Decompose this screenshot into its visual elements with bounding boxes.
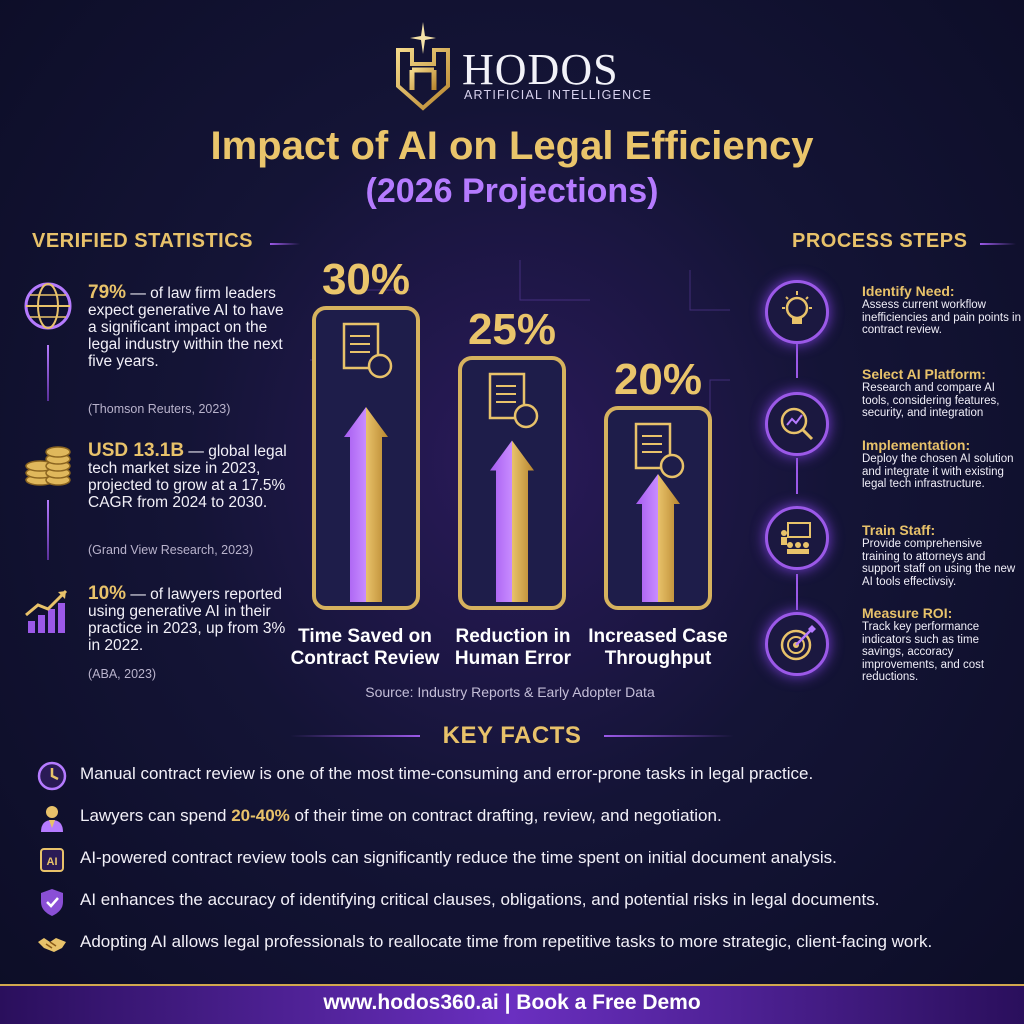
stat-description: — global legal tech market size in 2023,…	[88, 443, 287, 511]
category-line: Increased Case	[588, 626, 728, 647]
fact-text: AI enhances the accuracy of identifying …	[80, 890, 880, 909]
category-line: Throughput	[604, 648, 712, 669]
efficiency-bar-chart: 30% 25% 20%	[310, 255, 730, 610]
clock-icon	[37, 761, 67, 791]
stat-description: — of law firm leaders expect generative …	[88, 285, 284, 370]
stat-source: (ABA, 2023)	[88, 667, 157, 681]
stat-description: — of lawyers reported using generative A…	[88, 586, 286, 654]
bar-arrow	[344, 407, 388, 602]
stats-heading-rule	[270, 243, 300, 245]
process-step: Select AI Platform: Research and compare…	[862, 366, 1022, 420]
step-title: Identify Need:	[862, 283, 955, 299]
svg-text:AI: AI	[47, 856, 58, 868]
step-description: Assess current workflow inefficiencies a…	[862, 299, 1021, 336]
stat-value: 10%	[88, 583, 127, 604]
process-heading: PROCESS STEPS	[792, 230, 968, 252]
category-line: Contract Review	[290, 648, 440, 669]
document-clock-icon	[342, 322, 393, 379]
fact-text: AI-powered contract review tools can sig…	[80, 848, 837, 867]
stat-item: USD 13.1B — global legal tech market siz…	[88, 440, 288, 511]
fact-text: Adopting AI allows legal professionals t…	[80, 932, 933, 951]
category-line: Time Saved on	[298, 626, 432, 647]
shield-check-icon	[41, 889, 63, 916]
stat-source: (Grand View Research, 2023)	[88, 543, 254, 557]
magnifier-chart-icon	[780, 407, 814, 441]
coins-icon	[25, 446, 71, 486]
fact-text: Lawyers can spend	[80, 806, 232, 825]
presentation-icon	[781, 522, 811, 554]
process-step: Train Staff: Provide comprehensive train…	[862, 522, 1022, 588]
fact-item: AI enhances the accuracy of identifying …	[80, 890, 879, 910]
step-circle	[765, 392, 829, 456]
category-line: Reduction in	[455, 626, 571, 647]
target-icon	[780, 625, 816, 661]
step-circle	[765, 280, 829, 344]
globe-icon	[24, 282, 72, 330]
process-step: Implementation: Deploy the chosen AI sol…	[862, 437, 1022, 491]
brand-name: HODOS	[462, 45, 619, 94]
handshake-icon	[38, 938, 66, 952]
growth-chart-icon	[25, 589, 68, 633]
bar-value-label: 20%	[614, 355, 702, 404]
facts-heading: KEY FACTS	[442, 722, 582, 749]
fact-item: Lawyers can spend 20-40% of their time o…	[80, 806, 722, 826]
facts-heading-rule-right	[604, 735, 734, 737]
step-title: Implementation:	[862, 437, 971, 453]
fact-highlight: 20-40%	[231, 806, 290, 825]
stats-heading: VERIFIED STATISTICS	[32, 230, 253, 252]
hodos-logo-icon	[396, 22, 450, 111]
brand-subtitle: ARTIFICIAL INTELLIGENCE	[464, 88, 653, 102]
stat-value: 79%	[88, 282, 127, 303]
magnifier-document-icon	[488, 372, 539, 429]
step-circle	[765, 506, 829, 570]
process-heading-rule	[980, 243, 1016, 245]
step-title: Measure ROI:	[862, 605, 953, 621]
category-label: Increased Case Throughput	[583, 626, 733, 670]
step-description: Deploy the chosen AI solution and integr…	[862, 453, 1014, 490]
stat-item: 10% — of lawyers reported using generati…	[88, 583, 288, 654]
lightbulb-icon	[782, 291, 812, 324]
fact-text: of their time on contract drafting, revi…	[289, 806, 722, 825]
fact-item: Manual contract review is one of the mos…	[80, 764, 813, 784]
fact-item: AI-powered contract review tools can sig…	[80, 848, 837, 868]
stat-source: (Thomson Reuters, 2023)	[88, 402, 231, 416]
lawyer-icon	[41, 806, 63, 832]
step-connector	[796, 344, 798, 378]
bar-value-label: 30%	[322, 255, 410, 304]
bar-arrow	[490, 440, 534, 602]
step-description: Provide comprehensive training to attorn…	[862, 538, 1016, 588]
fact-text: Manual contract review is one of the mos…	[80, 764, 814, 783]
process-step: Identify Need: Assess current workflow i…	[862, 283, 1022, 337]
bar-arrow	[636, 474, 680, 602]
step-connector	[796, 458, 798, 494]
gavel-chart-icon	[634, 422, 685, 479]
step-connector	[796, 574, 798, 610]
step-title: Train Staff:	[862, 522, 936, 538]
page-title: Impact of AI on Legal Efficiency	[210, 124, 814, 168]
step-description: Track key performance indicators such as…	[862, 621, 985, 683]
chart-source: Source: Industry Reports & Early Adopter…	[365, 684, 655, 700]
step-title: Select AI Platform:	[862, 366, 986, 382]
footer-bar	[0, 984, 1024, 1024]
step-circle	[765, 612, 829, 676]
fact-item: Adopting AI allows legal professionals t…	[80, 932, 932, 952]
process-step: Measure ROI: Track key performance indic…	[862, 605, 1022, 684]
stats-connector	[47, 500, 49, 560]
footer-cta-link[interactable]: www.hodos360.ai | Book a Free Demo	[323, 991, 701, 1014]
bar-value-label: 25%	[468, 305, 556, 354]
stat-value: USD 13.1B	[88, 440, 185, 461]
category-label: Reduction in Human Error	[438, 626, 588, 670]
stat-item: 79% — of law firm leaders expect generat…	[88, 282, 288, 370]
category-label: Time Saved on Contract Review	[290, 626, 440, 670]
category-line: Human Error	[454, 648, 572, 669]
ai-chip-icon: AI	[40, 848, 64, 872]
stats-connector	[47, 345, 49, 401]
page-subtitle: (2026 Projections)	[365, 172, 659, 210]
step-description: Research and compare AI tools, consideri…	[862, 382, 1000, 419]
